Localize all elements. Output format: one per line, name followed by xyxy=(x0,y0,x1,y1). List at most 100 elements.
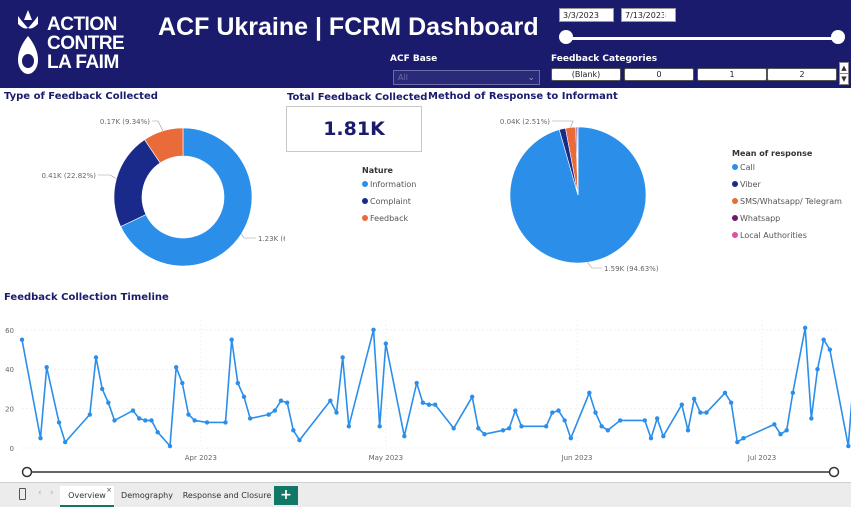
data-point[interactable] xyxy=(62,439,68,445)
data-point[interactable] xyxy=(130,408,136,413)
data-point[interactable] xyxy=(204,420,210,425)
slice-feedback[interactable] xyxy=(144,127,184,164)
data-point[interactable] xyxy=(802,325,808,331)
slice-information[interactable] xyxy=(120,127,253,267)
legend-item-complaint[interactable]: Complaint xyxy=(362,197,411,206)
data-point[interactable] xyxy=(414,380,419,386)
data-point[interactable] xyxy=(735,439,740,445)
legend-item-feedback[interactable]: Feedback xyxy=(362,214,408,223)
data-point[interactable] xyxy=(469,394,475,399)
start-date-input[interactable]: 3/3/2023 xyxy=(559,8,614,22)
data-point[interactable] xyxy=(291,428,296,433)
data-point[interactable] xyxy=(722,390,728,396)
data-point[interactable] xyxy=(223,420,228,425)
data-point[interactable] xyxy=(426,402,432,407)
data-point[interactable] xyxy=(266,412,271,417)
data-point[interactable] xyxy=(93,355,99,360)
data-point[interactable] xyxy=(106,400,111,405)
timeline-slider-end-handle[interactable] xyxy=(828,466,840,478)
data-point[interactable] xyxy=(371,327,376,333)
data-point[interactable] xyxy=(605,428,611,433)
data-point[interactable] xyxy=(173,365,179,370)
data-point[interactable] xyxy=(772,422,777,427)
data-point[interactable] xyxy=(827,347,833,352)
add-page-button[interactable]: + xyxy=(274,486,298,505)
data-point[interactable] xyxy=(235,380,241,386)
data-point[interactable] xyxy=(19,337,25,342)
data-point[interactable] xyxy=(543,424,549,429)
slider-end-handle[interactable] xyxy=(831,30,845,44)
data-point[interactable] xyxy=(112,418,117,423)
data-point[interactable] xyxy=(587,390,592,396)
data-point[interactable] xyxy=(704,410,709,415)
data-point[interactable] xyxy=(56,420,62,425)
data-point[interactable] xyxy=(809,416,814,421)
data-point[interactable] xyxy=(284,400,290,405)
end-date-input[interactable]: 7/13/2023 xyxy=(621,8,676,22)
data-point[interactable] xyxy=(562,418,567,423)
category-chip-1[interactable]: 1 xyxy=(697,68,767,81)
data-point[interactable] xyxy=(593,410,598,415)
legend-item-sms-whatsapp-telegram[interactable]: SMS/Whatsapp/ Telegram xyxy=(732,197,842,206)
data-point[interactable] xyxy=(506,426,512,431)
chevron-left-icon[interactable]: ‹ xyxy=(38,488,42,498)
data-point[interactable] xyxy=(340,355,345,360)
data-point[interactable] xyxy=(556,408,561,413)
data-point[interactable] xyxy=(420,400,426,405)
data-point[interactable] xyxy=(143,418,148,423)
data-point[interactable] xyxy=(642,418,648,423)
data-point[interactable] xyxy=(500,428,506,433)
data-point[interactable] xyxy=(149,418,154,423)
data-point[interactable] xyxy=(476,426,481,431)
data-point[interactable] xyxy=(186,412,191,417)
data-point[interactable] xyxy=(377,424,382,429)
data-point[interactable] xyxy=(778,432,783,437)
data-point[interactable] xyxy=(155,430,160,435)
data-point[interactable] xyxy=(741,435,746,441)
legend-item-local-authorities[interactable]: Local Authorities xyxy=(732,231,807,240)
tab-overview[interactable]: Overview × xyxy=(60,486,114,507)
data-point[interactable] xyxy=(482,432,487,437)
chevron-right-icon[interactable]: › xyxy=(50,488,54,498)
data-point[interactable] xyxy=(698,410,703,415)
data-point[interactable] xyxy=(192,418,197,423)
data-point[interactable] xyxy=(278,398,284,403)
data-point[interactable] xyxy=(617,418,623,423)
data-point[interactable] xyxy=(38,435,43,441)
data-point[interactable] xyxy=(784,428,789,433)
legend-item-viber[interactable]: Viber xyxy=(732,180,761,189)
data-point[interactable] xyxy=(648,435,654,441)
data-point[interactable] xyxy=(180,380,185,386)
close-icon[interactable]: × xyxy=(106,486,112,494)
data-point[interactable] xyxy=(99,386,105,392)
legend-item-whatsapp[interactable]: Whatsapp xyxy=(732,214,780,223)
data-point[interactable] xyxy=(402,433,407,439)
acf-base-dropdown[interactable]: All ⌄ xyxy=(393,70,540,85)
legend-item-call[interactable]: Call xyxy=(732,163,755,172)
data-point[interactable] xyxy=(821,337,826,342)
data-point[interactable] xyxy=(728,400,734,405)
data-point[interactable] xyxy=(815,367,820,372)
data-point[interactable] xyxy=(167,443,173,449)
data-point[interactable] xyxy=(241,394,247,399)
data-point[interactable] xyxy=(229,337,234,342)
calendar-icon[interactable] xyxy=(602,9,612,19)
data-point[interactable] xyxy=(328,398,333,403)
category-chip-blank[interactable]: (Blank) xyxy=(551,68,621,81)
slider-start-handle[interactable] xyxy=(559,30,573,44)
data-point[interactable] xyxy=(44,365,49,370)
data-point[interactable] xyxy=(513,408,518,413)
calendar-icon[interactable] xyxy=(664,9,674,19)
data-point[interactable] xyxy=(87,412,93,417)
date-range-slider[interactable] xyxy=(566,37,838,40)
data-point[interactable] xyxy=(451,426,456,431)
data-point[interactable] xyxy=(685,428,691,433)
data-point[interactable] xyxy=(691,396,697,401)
data-point[interactable] xyxy=(272,408,278,413)
data-point[interactable] xyxy=(247,416,253,421)
data-point[interactable] xyxy=(383,341,389,346)
scroll-down-icon[interactable]: ▼ xyxy=(839,73,849,85)
data-point[interactable] xyxy=(661,433,666,439)
data-point[interactable] xyxy=(297,437,302,443)
data-point[interactable] xyxy=(599,424,604,429)
